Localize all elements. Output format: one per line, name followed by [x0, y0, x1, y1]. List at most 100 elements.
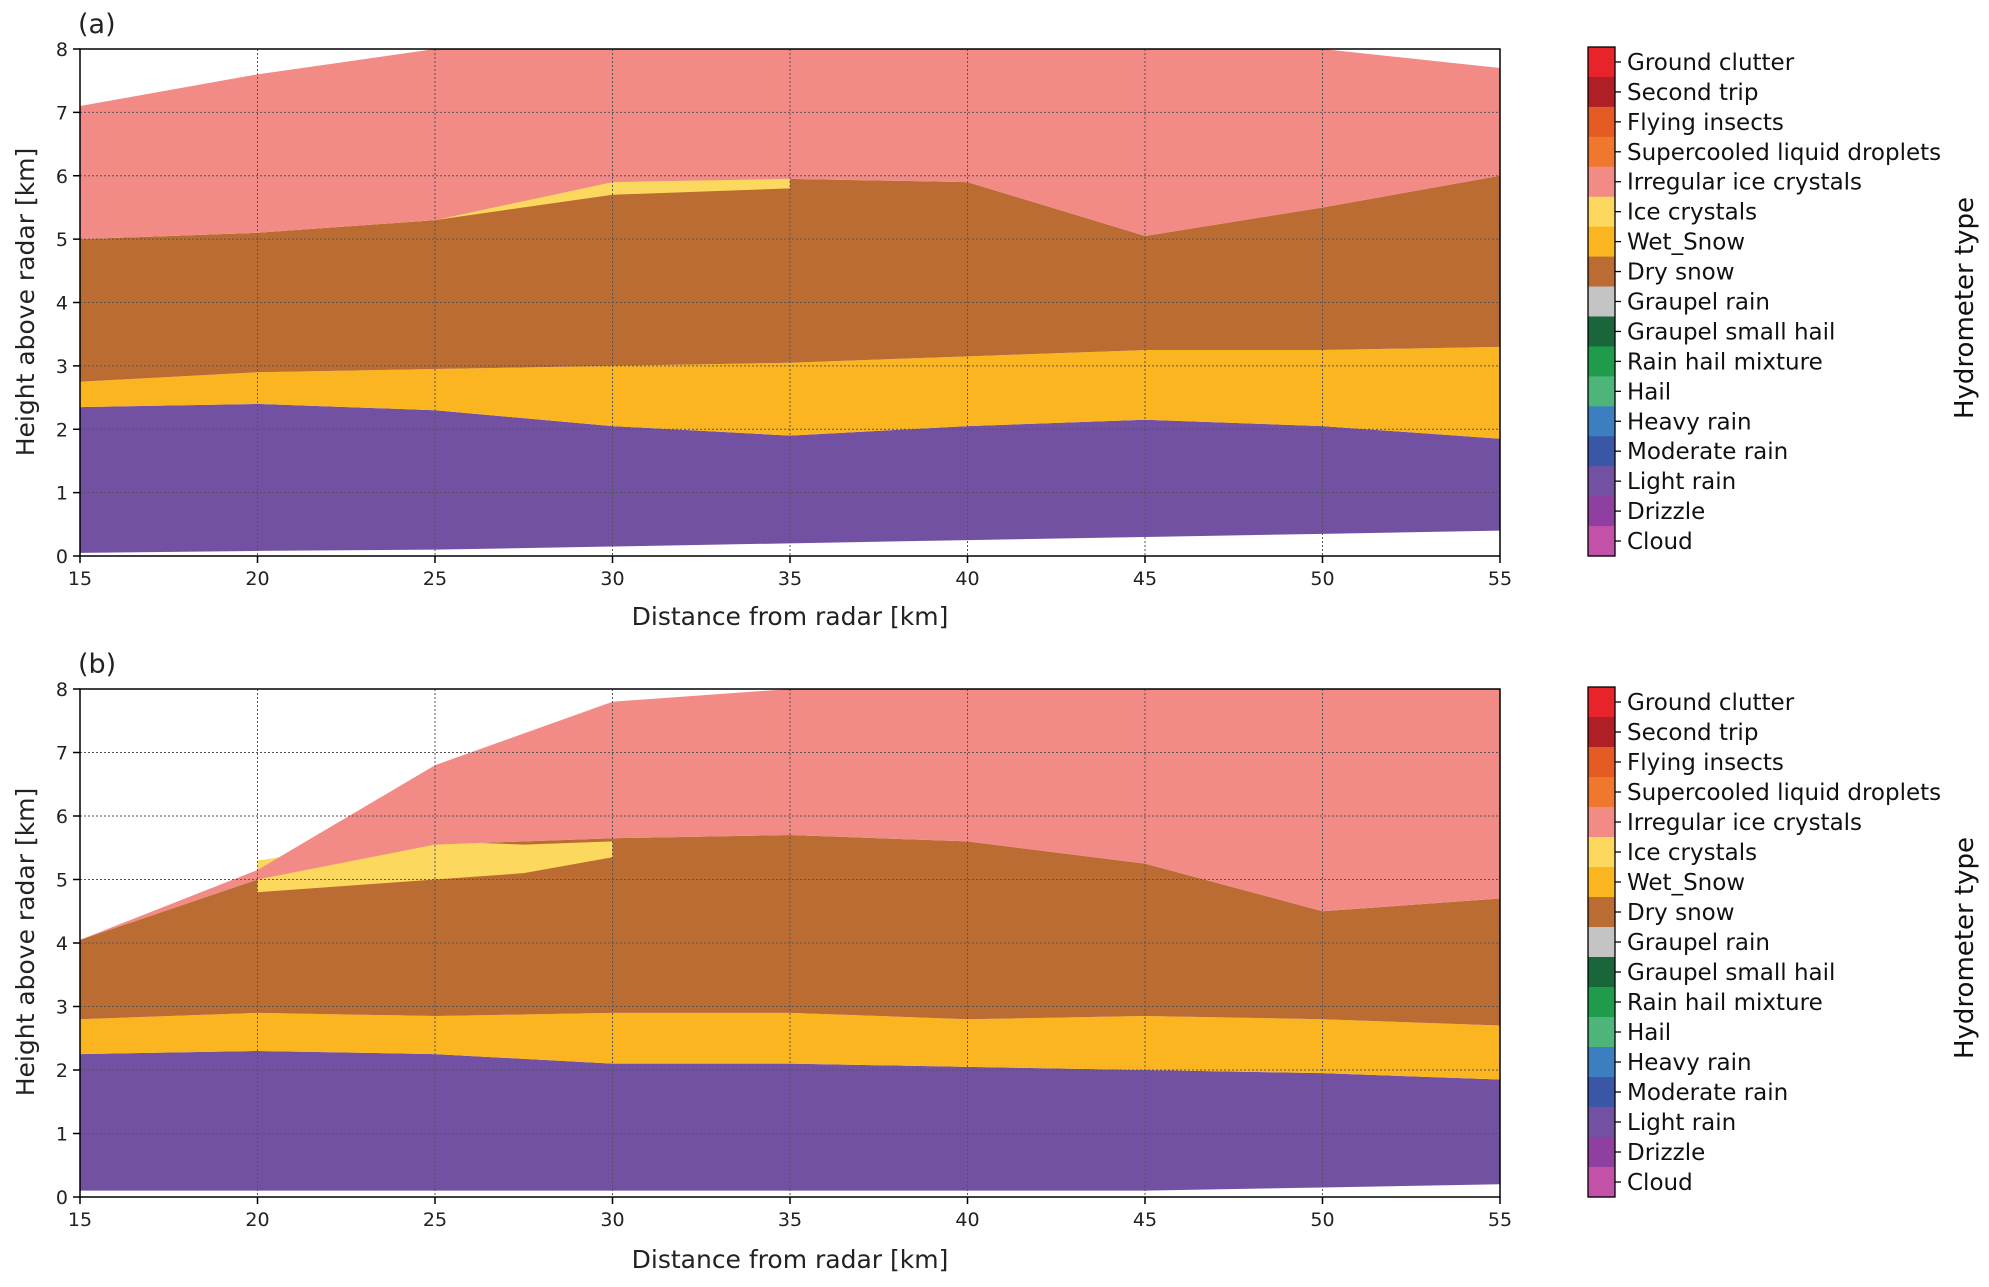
x-tick-label: 15 [68, 568, 92, 590]
colorbar-label: Flying insects [1627, 750, 1784, 776]
x-axis-label: Distance from radar [km] [632, 1245, 949, 1274]
colorbar-label: Hail [1627, 1020, 1671, 1046]
colorbar-label: Flying insects [1627, 110, 1784, 136]
colorbar-swatch-moderate-rain [1588, 436, 1615, 467]
colorbar-swatch-wet-snow [1588, 867, 1615, 898]
colorbar-title: Hydrometer type [1950, 197, 1980, 419]
y-axis-label: Height above radar [km] [11, 788, 40, 1097]
colorbar-label: Cloud [1627, 1170, 1693, 1196]
y-tick-label: 8 [56, 679, 68, 701]
y-tick-label: 1 [56, 1124, 68, 1146]
x-tick-label: 55 [1488, 1209, 1512, 1231]
colorbar-label: Ice crystals [1627, 840, 1757, 866]
x-tick-label: 20 [245, 1209, 269, 1231]
y-tick-label: 4 [56, 933, 68, 955]
gridlines [80, 49, 1500, 556]
colorbar-swatch-ground-clutter [1588, 47, 1615, 78]
colorbar-label: Graupel small hail [1627, 319, 1835, 345]
colorbar-label: Rain hail mixture [1627, 990, 1823, 1016]
colorbar-label: Wet_Snow [1627, 230, 1745, 256]
colorbar-swatch-graupel-rain [1588, 286, 1615, 318]
x-tick-label: 25 [423, 1209, 447, 1231]
colorbar-swatch-dry-snow [1588, 256, 1615, 288]
x-tick-label: 15 [68, 1209, 92, 1231]
colorbar-swatch-supercooled-liquid-droplets [1588, 777, 1615, 808]
colorbar-swatch-light-rain [1588, 466, 1615, 497]
colorbar-label: Moderate rain [1627, 439, 1788, 465]
colorbar-label: Second trip [1627, 80, 1758, 106]
colorbar-label: Hail [1627, 379, 1671, 405]
colorbar-swatch-graupel-small-hail [1588, 316, 1615, 348]
colorbar-swatch-light-rain [1588, 1107, 1615, 1138]
colorbar-swatch-ice-crystals [1588, 196, 1615, 228]
colorbar-swatch-second-trip [1588, 76, 1615, 108]
colorbar-label: Irregular ice crystals [1627, 170, 1862, 196]
colorbar: Ground clutter Second trip Flying insects S… [1587, 46, 1941, 557]
colorbar-frame [1587, 686, 1616, 1198]
x-tick-label: 45 [1133, 568, 1157, 590]
colorbar-frame [1587, 46, 1616, 557]
colorbar-label: Dry snow [1627, 900, 1735, 926]
x-tick-label: 40 [955, 1209, 979, 1231]
x-tick-label: 35 [778, 568, 802, 590]
x-tick-label: 35 [778, 1209, 802, 1231]
y-tick-label: 8 [56, 39, 68, 61]
colorbar-label: Graupel rain [1627, 930, 1770, 956]
colorbar-swatch-drizzle [1588, 496, 1615, 527]
colorbar-swatch-wet-snow [1588, 226, 1615, 258]
colorbar-label: Heavy rain [1627, 409, 1752, 435]
y-tick-label: 5 [56, 870, 68, 892]
x-tick-label: 40 [955, 568, 979, 590]
colorbar-label: Dry snow [1627, 260, 1735, 286]
y-tick-label: 6 [56, 166, 68, 188]
colorbar-label: Ground clutter [1627, 690, 1795, 716]
colorbar-label: Irregular ice crystals [1627, 810, 1862, 836]
x-axis-label: Distance from radar [km] [632, 602, 949, 631]
colorbar-label: Second trip [1627, 720, 1758, 746]
colorbar-label: Light rain [1627, 1110, 1736, 1136]
panel-label: (b) [78, 649, 116, 680]
colorbar-label: Ground clutter [1627, 50, 1795, 76]
x-tick-label: 55 [1488, 568, 1512, 590]
y-tick-label: 2 [56, 419, 68, 441]
colorbar-swatch-drizzle [1588, 1137, 1615, 1168]
colorbar-title: Hydrometer type [1950, 837, 1980, 1059]
colorbar-label: Wet_Snow [1627, 870, 1745, 896]
y-tick-label: 1 [56, 483, 68, 505]
colorbar-label: Drizzle [1627, 1140, 1705, 1166]
colorbar-swatch-cloud [1588, 1167, 1615, 1198]
panel-label: (a) [78, 9, 116, 40]
y-tick-label: 2 [56, 1060, 68, 1082]
y-tick-label: 0 [56, 1187, 68, 1209]
y-tick-label: 6 [56, 806, 68, 828]
colorbar-swatch-irregular-ice-crystals [1588, 166, 1615, 198]
y-tick-label: 5 [56, 229, 68, 251]
x-tick-label: 20 [245, 568, 269, 590]
colorbar-swatch-rain-hail-mixture [1588, 346, 1615, 377]
colorbar: Ground clutter Second trip Flying insects S… [1587, 686, 1941, 1198]
colorbar-swatch-graupel-rain [1588, 927, 1615, 958]
colorbar-swatch-hail [1588, 1017, 1615, 1048]
x-tick-label: 30 [600, 568, 624, 590]
colorbar-swatch-second-trip [1588, 717, 1615, 748]
colorbar-swatch-flying-insects [1588, 106, 1615, 138]
colorbar-swatch-supercooled-liquid-droplets [1588, 136, 1615, 168]
colorbar-label: Heavy rain [1627, 1050, 1752, 1076]
colorbar-label: Graupel rain [1627, 290, 1770, 316]
y-tick-label: 0 [56, 546, 68, 568]
colorbar-swatch-cloud [1588, 526, 1615, 557]
x-tick-label: 50 [1310, 1209, 1334, 1231]
colorbar-swatch-moderate-rain [1588, 1077, 1615, 1108]
colorbar-swatch-hail [1588, 376, 1615, 407]
colorbar-swatch-heavy-rain [1588, 406, 1615, 437]
colorbar-swatch-ground-clutter [1588, 687, 1615, 718]
colorbar-swatch-flying-insects [1588, 747, 1615, 778]
colorbar-swatch-rain-hail-mixture [1588, 987, 1615, 1018]
colorbar-label: Rain hail mixture [1627, 349, 1823, 375]
y-tick-label: 3 [56, 356, 68, 378]
